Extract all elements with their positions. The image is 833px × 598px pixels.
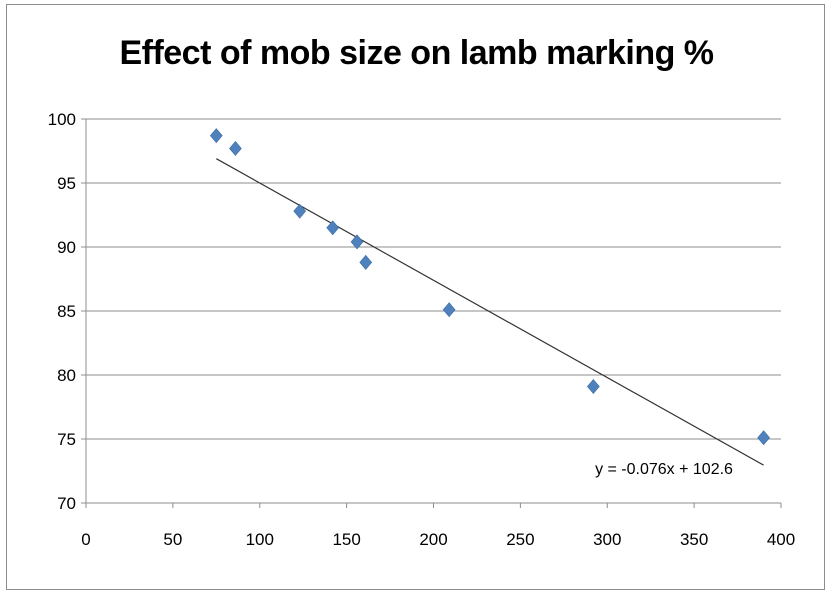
y-tick-label: 85	[57, 302, 76, 321]
data-point	[293, 203, 307, 219]
y-tick-label: 100	[48, 110, 76, 129]
chart-title: Effect of mob size on lamb marking %	[119, 34, 714, 72]
y-tick-label: 75	[57, 430, 76, 449]
trendline-line	[216, 158, 764, 466]
x-tick-label: 0	[81, 530, 90, 549]
data-point	[757, 430, 770, 446]
grid-lines	[86, 118, 781, 440]
x-tick-label: 200	[419, 530, 447, 549]
data-point	[326, 220, 340, 236]
y-tick-label: 95	[57, 174, 76, 193]
x-tick-label: 400	[767, 530, 795, 549]
x-tick-label: 300	[593, 530, 621, 549]
x-tick-label: 250	[506, 530, 534, 549]
x-tick-label: 150	[332, 530, 360, 549]
x-tick-label: 100	[246, 530, 274, 549]
data-point	[587, 379, 600, 394]
y-tick-label: 80	[57, 366, 76, 385]
tick-labels: 70 75 80 85 90 95 100 0 50 100 150 200 250 300 350 400 y…	[48, 110, 796, 549]
y-tick-label: 70	[57, 494, 76, 513]
data-points	[209, 128, 770, 446]
data-point	[442, 302, 456, 318]
y-tick-label: 90	[57, 238, 76, 257]
x-tick-label: 50	[163, 530, 182, 549]
trendline	[216, 158, 764, 466]
x-tick-label: 350	[680, 530, 708, 549]
data-point	[350, 234, 364, 250]
data-point	[229, 140, 242, 156]
chart-frame	[6, 4, 825, 590]
axes	[81, 118, 782, 508]
data-point	[209, 128, 223, 144]
data-point	[359, 254, 373, 270]
trendline-equation: y = -0.076x + 102.6	[595, 461, 733, 478]
